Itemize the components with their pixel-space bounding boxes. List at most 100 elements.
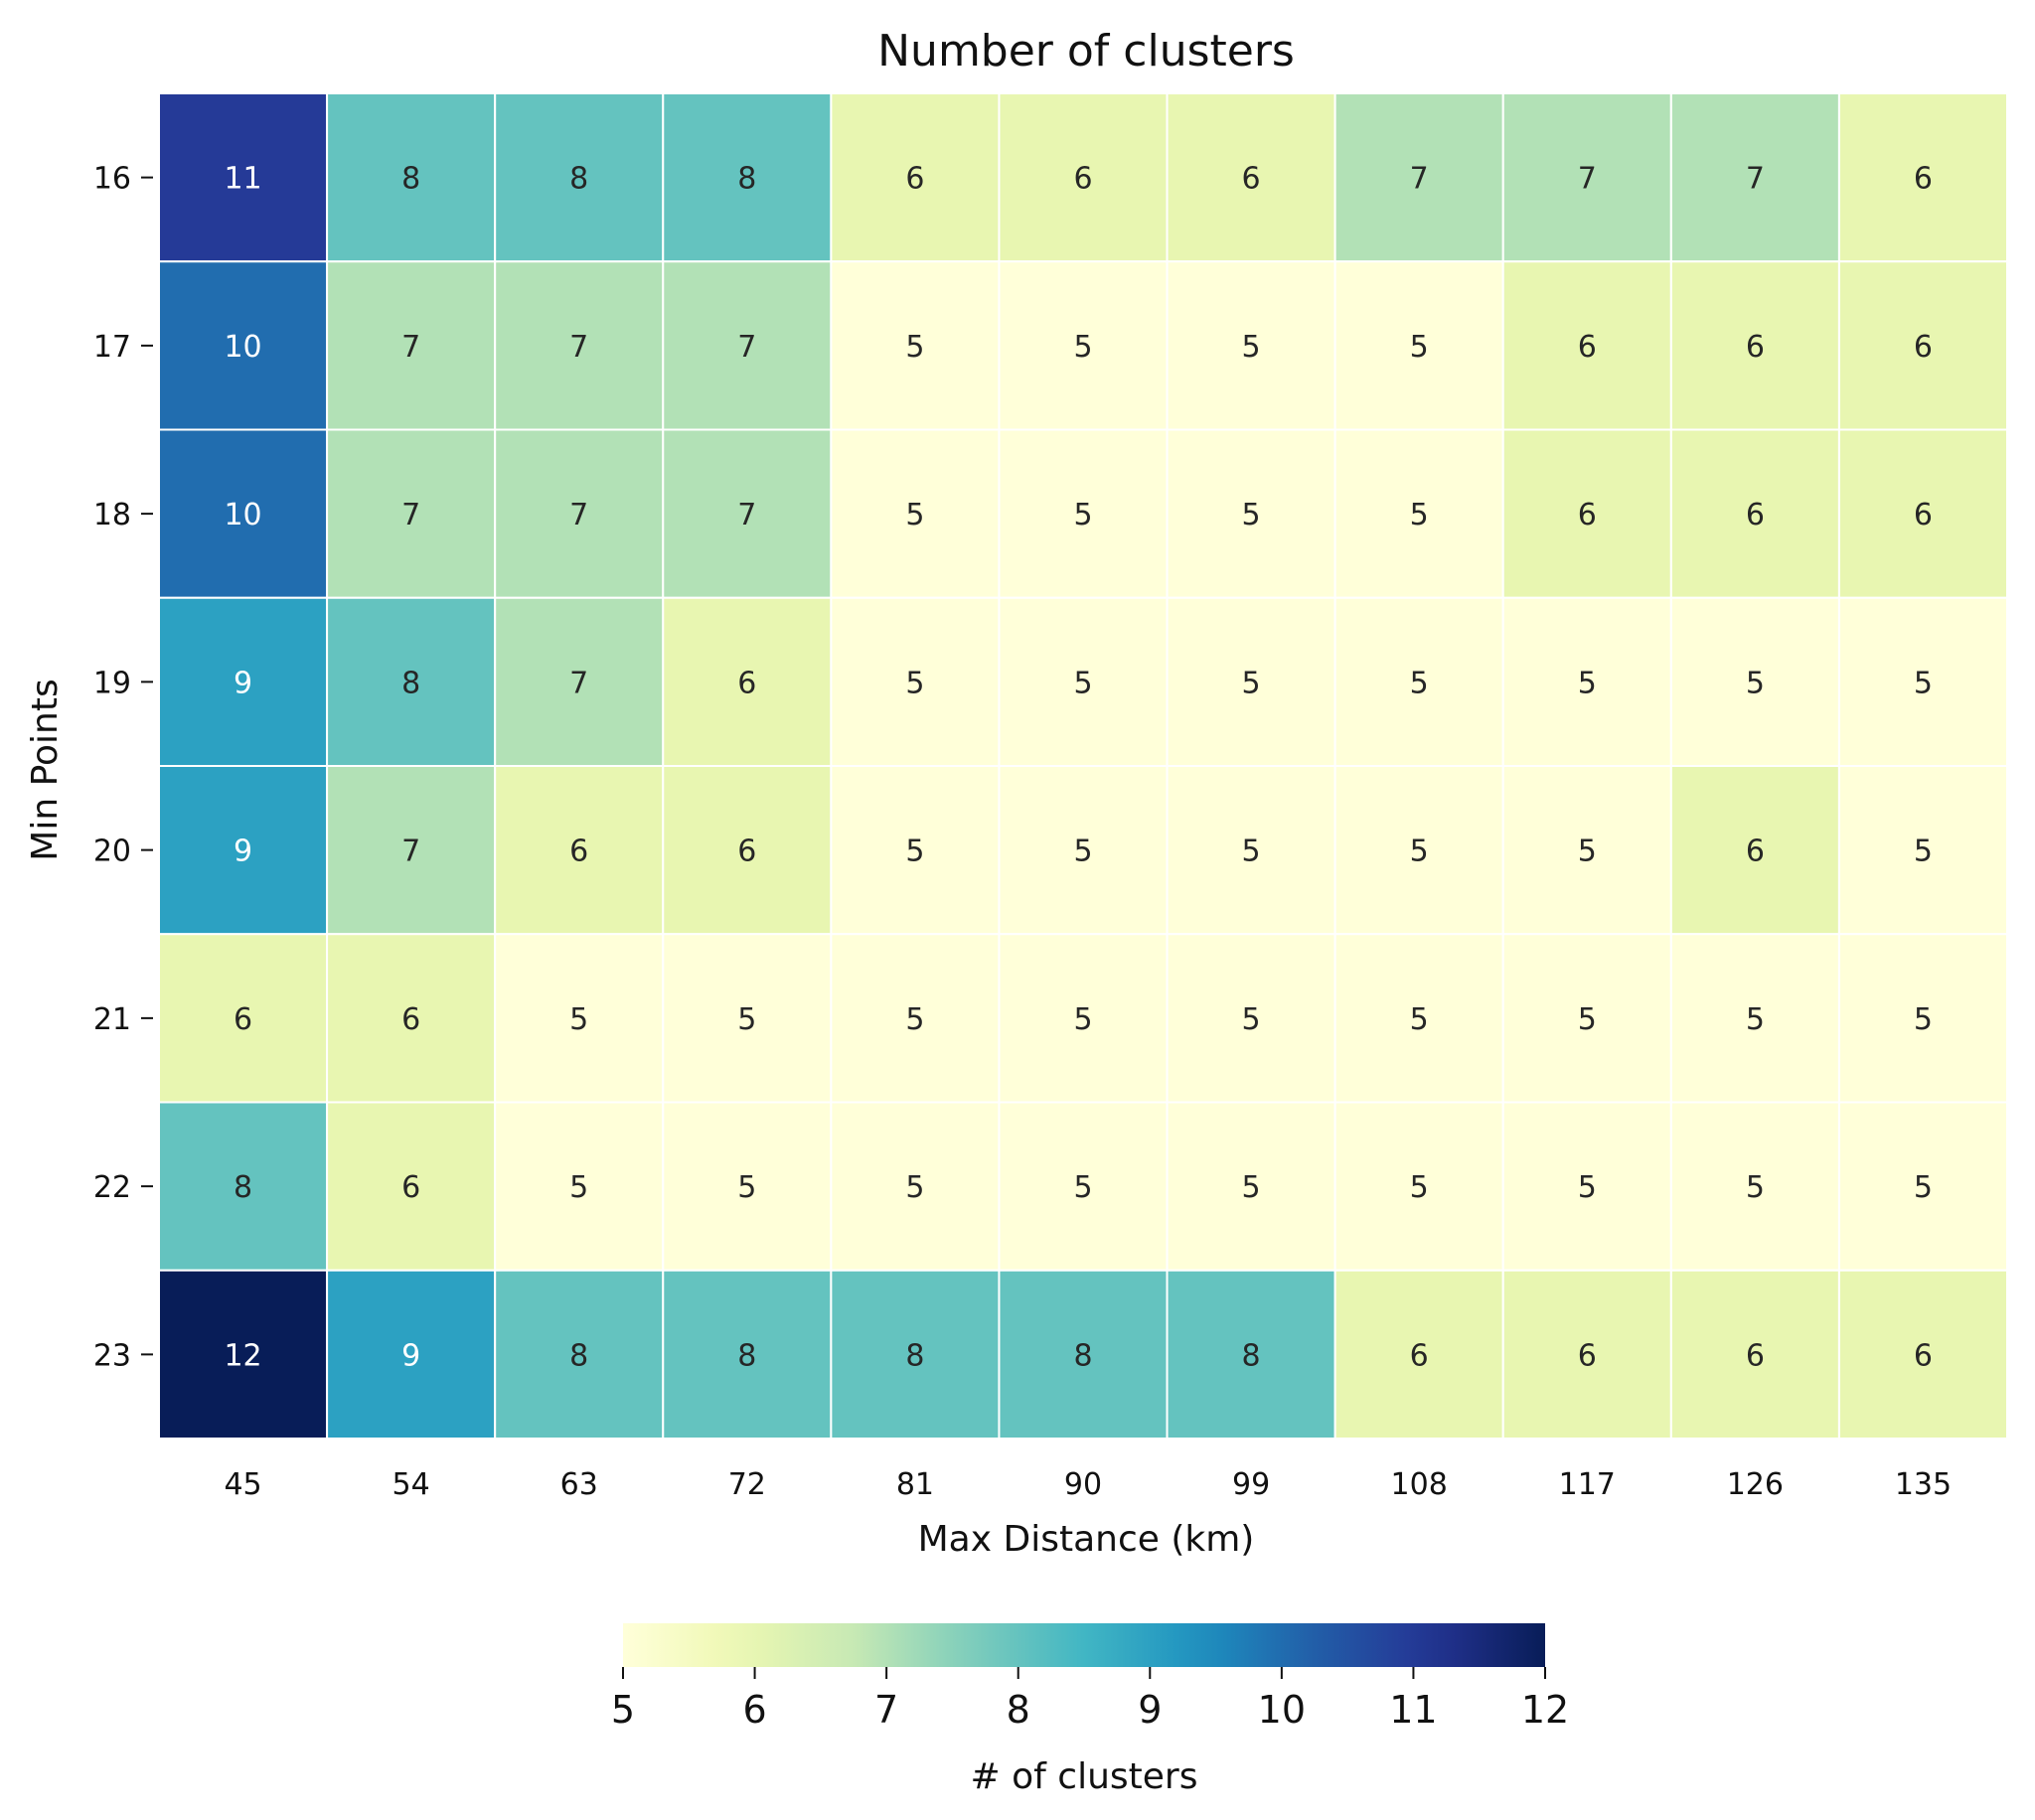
heatmap-cell (1669, 1101, 1840, 1272)
cell-value-label: 5 (1914, 666, 1933, 700)
heatmap-cell (326, 1101, 497, 1272)
heatmap-cell (998, 933, 1169, 1104)
heatmap-cell (1837, 260, 2008, 431)
x-tick-label: 126 (1727, 1467, 1784, 1502)
cell-value-label: 5 (1746, 1170, 1765, 1205)
y-tick-label: 19 (93, 666, 131, 700)
cell-value-label: 5 (1242, 498, 1261, 532)
cell-value-label: 6 (1578, 330, 1597, 365)
cell-value-label: 8 (569, 162, 588, 197)
cell-value-label: 5 (1578, 834, 1597, 869)
heatmap-cell (1333, 92, 1504, 263)
heatmap-cell (494, 428, 665, 599)
cell-value-label: 6 (905, 162, 924, 197)
heatmap-cell (1501, 596, 1672, 767)
heatmap-cell (998, 92, 1169, 263)
cell-value-label: 7 (737, 330, 756, 365)
cell-value-label: 7 (401, 498, 420, 532)
cell-value-label: 6 (1914, 162, 1933, 197)
chart-title: Number of clusters (877, 26, 1295, 76)
heatmap-cell (998, 428, 1169, 599)
cell-value-label: 5 (1242, 330, 1261, 365)
cell-value-label: 7 (737, 498, 756, 532)
heatmap-cell (1333, 1269, 1504, 1440)
cell-value-label: 5 (569, 1002, 588, 1037)
heatmap-cell (830, 428, 1001, 599)
heatmap-cell (1166, 1269, 1336, 1440)
y-tick-label: 16 (93, 162, 131, 197)
heatmap-cell (662, 92, 833, 263)
cell-value-label: 5 (1410, 834, 1429, 869)
heatmap-cell (1669, 1269, 1840, 1440)
cell-value-label: 7 (1578, 162, 1597, 197)
heatmap-cell-labels: 11 8 8 8 6 6 6 7 7 7 6 10 7 7 7 5 5 5 5 6 6 6 10 7 7 7 5 5 5 5 6 6 6 9 8 7 6… (224, 162, 1933, 1374)
heatmap-cell (998, 260, 1169, 431)
cell-value-label: 5 (569, 1170, 588, 1205)
y-axis-label: Min Points (25, 679, 66, 860)
heatmap-cell (998, 1269, 1169, 1440)
cell-value-label: 7 (1410, 162, 1429, 197)
cell-value-label: 6 (1073, 162, 1092, 197)
heatmap-cell (158, 765, 329, 936)
cell-value-label: 7 (569, 330, 588, 365)
colorbar-tick-label: 5 (611, 1688, 635, 1732)
cell-value-label: 5 (1242, 834, 1261, 869)
y-tick-label: 22 (93, 1170, 131, 1205)
cell-value-label: 5 (905, 1002, 924, 1037)
cell-value-label: 5 (1578, 666, 1597, 700)
heatmap-cell (158, 1101, 329, 1272)
x-tick-label: 63 (560, 1467, 598, 1502)
y-tick-label: 20 (93, 834, 131, 869)
cell-value-label: 6 (1242, 162, 1261, 197)
colorbar (623, 1623, 1545, 1667)
cell-value-label: 5 (1410, 498, 1429, 532)
heatmap-cell (998, 765, 1169, 936)
cell-value-label: 6 (1578, 1338, 1597, 1373)
heatmap-cell (1837, 765, 2008, 936)
heatmap-cell (830, 596, 1001, 767)
cell-value-label: 5 (1242, 666, 1261, 700)
cell-value-label: 5 (905, 666, 924, 700)
y-tick-label: 18 (93, 498, 131, 532)
cell-value-label: 11 (224, 162, 261, 197)
x-tick-label: 54 (392, 1467, 430, 1502)
heatmap-cell (830, 260, 1001, 431)
cell-value-label: 6 (1746, 1338, 1765, 1373)
cell-value-label: 5 (1073, 1170, 1092, 1205)
heatmap-cell (326, 1269, 497, 1440)
cell-value-label: 5 (1410, 1170, 1429, 1205)
cell-value-label: 6 (1746, 834, 1765, 869)
colorbar-tick-label: 10 (1258, 1688, 1306, 1732)
cell-value-label: 5 (905, 834, 924, 869)
cell-value-label: 5 (1242, 1002, 1261, 1037)
heatmap-cell (662, 1101, 833, 1272)
colorbar-label: # of clusters (971, 1756, 1198, 1797)
heatmap-cell (326, 933, 497, 1104)
heatmap-cell (494, 92, 665, 263)
heatmap-cell (1166, 596, 1336, 767)
cell-value-label: 6 (401, 1002, 420, 1037)
x-tick-label: 108 (1391, 1467, 1448, 1502)
cell-value-label: 8 (737, 1338, 756, 1373)
y-tick-label: 17 (93, 330, 131, 365)
cell-value-label: 6 (1746, 330, 1765, 365)
cell-value-label: 5 (1242, 1170, 1261, 1205)
colorbar-ticks: 5 6 7 8 9 10 11 12 (611, 1667, 1569, 1732)
heatmap-cell (1837, 92, 2008, 263)
cell-value-label: 5 (905, 498, 924, 532)
heatmap-cell (1501, 765, 1672, 936)
cell-value-label: 10 (224, 498, 261, 532)
heatmap-cell (1166, 765, 1336, 936)
cell-value-label: 6 (1410, 1338, 1429, 1373)
cell-value-label: 6 (401, 1170, 420, 1205)
cell-value-label: 9 (401, 1338, 420, 1373)
cell-value-label: 5 (1578, 1002, 1597, 1037)
cell-value-label: 8 (737, 162, 756, 197)
cell-value-label: 7 (1746, 162, 1765, 197)
colorbar-tick-label: 11 (1389, 1688, 1437, 1732)
heatmap-cell (158, 933, 329, 1104)
heatmap-cell (998, 596, 1169, 767)
x-tick-label: 135 (1895, 1467, 1952, 1502)
heatmap-cell (998, 1101, 1169, 1272)
